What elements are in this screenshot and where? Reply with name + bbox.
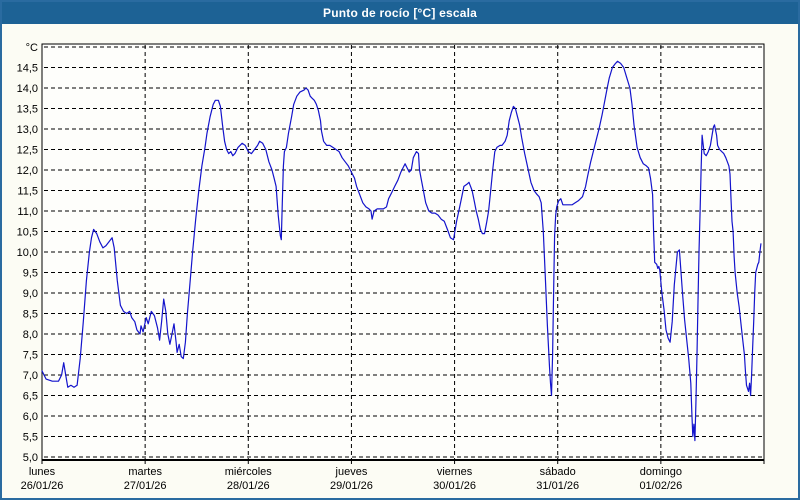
y-tick-label: 7,5: [23, 350, 38, 362]
y-tick-label: 8,5: [23, 309, 38, 321]
y-tick-label: 5,0: [23, 452, 38, 464]
y-tick-label: 10,5: [17, 227, 38, 239]
x-date-label: 29/01/26: [330, 480, 373, 492]
x-day-label: domingo: [640, 466, 682, 478]
y-tick-label: 12,5: [17, 145, 38, 157]
dewpoint-line: [41, 60, 762, 442]
y-tick-label: 11,5: [17, 186, 38, 198]
y-tick-label: 7,0: [23, 370, 38, 382]
x-date-label: 01/02/26: [639, 480, 682, 492]
y-tick-label: 14,5: [17, 63, 38, 75]
y-tick-label: 14,0: [17, 83, 38, 95]
y-tick-label: 13,0: [17, 124, 38, 136]
y-tick-label: 6,0: [23, 411, 38, 423]
x-day-label: martes: [128, 466, 162, 478]
y-tick-label: 6,5: [23, 391, 38, 403]
y-tick-label: 9,0: [23, 288, 38, 300]
y-tick-label: 13,5: [17, 104, 38, 116]
y-tick-label: 8,0: [23, 329, 38, 341]
x-date-label: 26/01/26: [21, 480, 64, 492]
y-axis-unit-label: °C: [26, 42, 38, 54]
x-date-label: 31/01/26: [536, 480, 579, 492]
x-day-label: sábado: [540, 466, 576, 478]
y-tick-label: 9,5: [23, 268, 38, 280]
x-date-label: 30/01/26: [433, 480, 476, 492]
x-day-label: viernes: [437, 466, 473, 478]
x-date-label: 27/01/26: [124, 480, 167, 492]
y-tick-label: 10,0: [17, 247, 38, 259]
title-bar: Punto de rocío [°C] escala: [2, 2, 798, 24]
y-tick-label: 12,0: [17, 165, 38, 177]
chart-title: Punto de rocío [°C] escala: [322, 6, 478, 20]
x-day-label: lunes: [29, 466, 56, 478]
y-tick-label: 11,0: [17, 206, 38, 218]
y-tick-label: 5,5: [23, 432, 38, 444]
x-day-label: miércoles: [225, 466, 273, 478]
x-day-label: jueves: [335, 466, 368, 478]
x-date-label: 28/01/26: [227, 480, 270, 492]
